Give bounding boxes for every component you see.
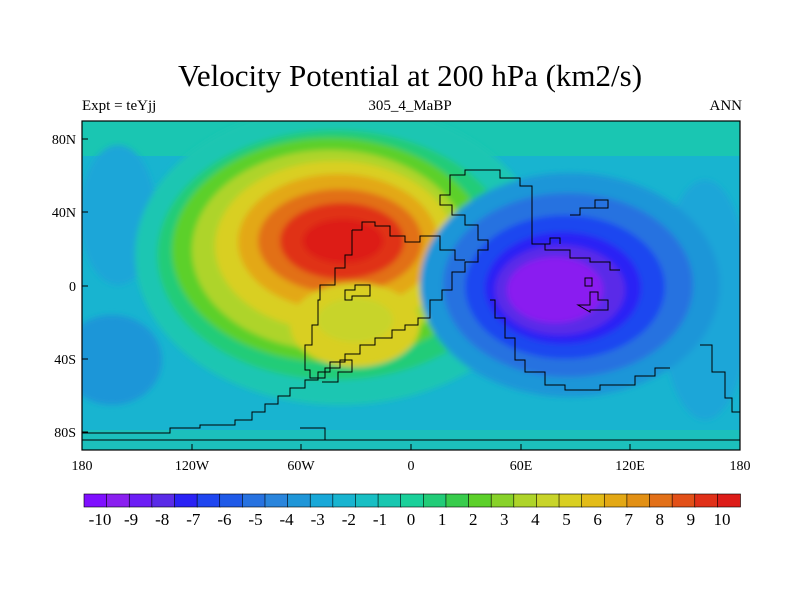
x-tick-label: 0 xyxy=(408,459,415,474)
colorbar-swatch xyxy=(83,493,108,508)
x-tick-label: 120E xyxy=(615,459,645,474)
colorbar-swatch xyxy=(603,493,628,508)
colorbar-labels: -10 -9 -8 -7 -6 -5 -4 -3 -2 -1 0 1 2 3 4 5 6 7 8 9 10 xyxy=(89,510,731,529)
x-tick-label: 180 xyxy=(730,459,751,474)
colorbar-label: 10 xyxy=(714,510,731,529)
x-axis xyxy=(81,444,741,450)
y-tick-label: 40S xyxy=(54,353,76,368)
colorbar-swatch xyxy=(219,493,244,508)
colorbar-label: 5 xyxy=(562,510,571,529)
colorbar-swatch xyxy=(355,493,379,508)
colorbar-label: -2 xyxy=(342,510,356,529)
map-field xyxy=(82,121,740,450)
colorbar-label: 2 xyxy=(469,510,478,529)
x-tick-label: 120W xyxy=(175,459,210,474)
colorbar-swatch xyxy=(445,493,470,508)
colorbar-label: 4 xyxy=(531,510,540,529)
colorbar-label: 0 xyxy=(407,510,416,529)
colorbar-label: 8 xyxy=(656,510,665,529)
colorbar-label: -7 xyxy=(186,510,201,529)
y-axis xyxy=(82,138,88,433)
colorbar-swatch xyxy=(287,493,312,508)
case-label: 305_4_MaBP xyxy=(368,98,452,114)
x-tick-label: 180 xyxy=(72,459,93,474)
experiment-label: Expt = teYjj xyxy=(82,98,157,114)
colorbar-label: 1 xyxy=(438,510,447,529)
colorbar-label: 9 xyxy=(687,510,696,529)
colorbar xyxy=(83,493,741,508)
colorbar-swatch xyxy=(694,493,719,508)
colorbar-swatch xyxy=(581,493,606,508)
colorbar-swatch xyxy=(332,493,357,508)
colorbar-label: -5 xyxy=(248,510,262,529)
colorbar-swatch xyxy=(536,493,560,508)
colorbar-swatch xyxy=(400,493,425,508)
colorbar-label: 7 xyxy=(624,510,633,529)
colorbar-swatch xyxy=(671,493,696,508)
colorbar-label: -9 xyxy=(124,510,138,529)
colorbar-label: -3 xyxy=(311,510,325,529)
colorbar-swatch xyxy=(513,493,538,508)
colorbar-label: -10 xyxy=(89,510,112,529)
colorbar-swatch xyxy=(558,493,583,508)
colorbar-swatch xyxy=(128,493,153,508)
colorbar-swatch xyxy=(626,493,651,508)
colorbar-swatch xyxy=(490,493,515,508)
season-label: ANN xyxy=(709,98,743,114)
colorbar-swatch xyxy=(151,493,176,508)
y-tick-label: 40N xyxy=(52,206,76,221)
colorbar-swatch xyxy=(264,493,289,508)
colorbar-swatch xyxy=(174,493,198,508)
colorbar-swatch xyxy=(649,493,673,508)
colorbar-swatch xyxy=(468,493,492,508)
y-tick-label: 80N xyxy=(52,133,76,148)
colorbar-swatch xyxy=(423,493,447,508)
y-tick-label: 80S xyxy=(54,426,76,441)
colorbar-swatch xyxy=(106,493,131,508)
colorbar-label: -8 xyxy=(155,510,169,529)
colorbar-swatch xyxy=(196,493,221,508)
colorbar-label: -4 xyxy=(280,510,295,529)
colorbar-label: 6 xyxy=(593,510,602,529)
colorbar-swatch xyxy=(377,493,402,508)
colorbar-swatch xyxy=(717,493,741,508)
x-tick-label: 60W xyxy=(287,459,315,474)
y-tick-label: 0 xyxy=(69,280,76,295)
coastline xyxy=(82,169,740,441)
chart-title: Velocity Potential at 200 hPa (km2/s) xyxy=(177,58,643,93)
colorbar-label: -1 xyxy=(373,510,387,529)
colorbar-swatch xyxy=(242,493,266,508)
colorbar-label: -6 xyxy=(217,510,231,529)
colorbar-swatch xyxy=(309,493,334,508)
colorbar-label: 3 xyxy=(500,510,509,529)
x-tick-label: 60E xyxy=(510,459,533,474)
